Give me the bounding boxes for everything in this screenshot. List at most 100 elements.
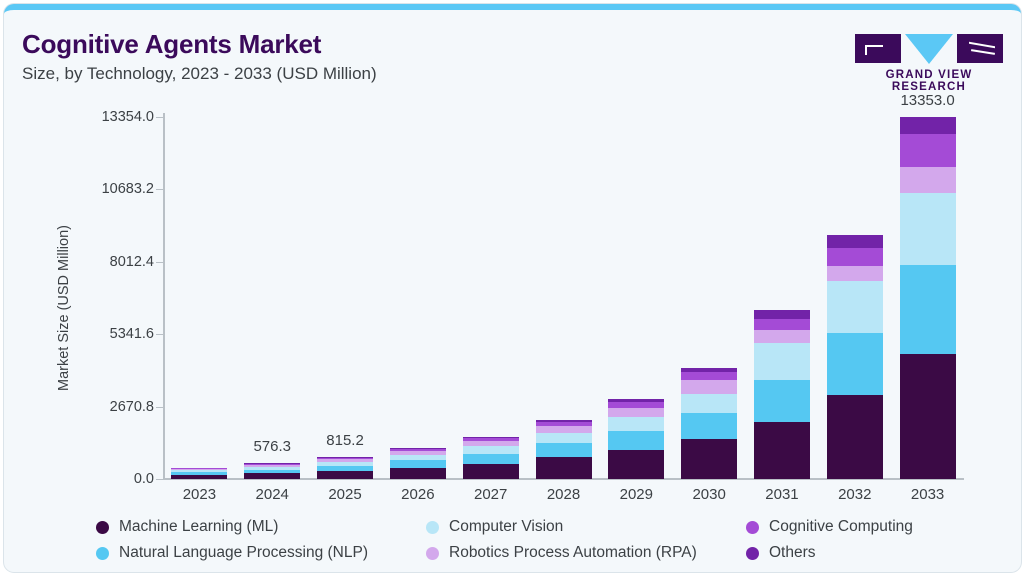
bar-segment[interactable] xyxy=(317,459,374,463)
bar-segment[interactable] xyxy=(535,443,592,458)
bar-segment[interactable] xyxy=(899,133,956,168)
bar-segment[interactable] xyxy=(681,438,738,479)
bar-segment[interactable] xyxy=(244,473,301,479)
bar-segment[interactable] xyxy=(389,467,446,479)
bar-segment[interactable] xyxy=(535,457,592,479)
bar-segment[interactable] xyxy=(244,463,301,465)
bar-stack-2025[interactable] xyxy=(317,456,374,479)
bar-stack-2030[interactable] xyxy=(681,368,738,479)
bar-segment[interactable] xyxy=(462,453,519,464)
bar-segment[interactable] xyxy=(681,412,738,439)
bar-segment[interactable] xyxy=(244,469,301,474)
bar-segment[interactable] xyxy=(753,421,810,479)
bar-stack-2024[interactable] xyxy=(244,463,301,479)
bar-stack-2023[interactable] xyxy=(171,467,228,479)
bar-segment[interactable] xyxy=(171,468,228,470)
y-tick-mark xyxy=(156,406,163,408)
y-axis-title: Market Size (USD Million) xyxy=(56,225,72,391)
y-tick-mark xyxy=(156,334,163,336)
legend-item-machine-learning-ml[interactable]: Machine Learning (ML) xyxy=(96,518,426,536)
bar-segment[interactable] xyxy=(244,465,301,468)
bar-segment[interactable] xyxy=(244,467,301,470)
bar-segment[interactable] xyxy=(535,421,592,427)
bar-segment[interactable] xyxy=(899,117,956,134)
bar-segment[interactable] xyxy=(389,448,446,451)
legend-item-computer-vision[interactable]: Computer Vision xyxy=(426,518,746,536)
x-tick-label: 2028 xyxy=(546,486,581,503)
bar-stack-2033[interactable] xyxy=(899,117,956,479)
legend-swatch-icon xyxy=(746,520,759,534)
y-tick-label: 13354.0 xyxy=(101,109,154,125)
bar-segment[interactable] xyxy=(317,457,374,460)
bar-segment[interactable] xyxy=(826,235,883,249)
bar-segment[interactable] xyxy=(899,354,956,479)
bar-segment[interactable] xyxy=(681,380,738,394)
bar-segment[interactable] xyxy=(753,379,810,422)
bar-segment[interactable] xyxy=(535,426,592,434)
bar-segment[interactable] xyxy=(753,329,810,343)
bar-segment[interactable] xyxy=(608,449,665,479)
bar-segment[interactable] xyxy=(608,417,665,431)
page-title: Cognitive Agents Market xyxy=(22,29,322,59)
x-tick-label: 2027 xyxy=(473,486,508,503)
bar-segment[interactable] xyxy=(826,333,883,396)
bar-segment[interactable] xyxy=(608,407,665,418)
legend-label: Robotics Process Automation (RPA) xyxy=(449,544,697,561)
bar-segment[interactable] xyxy=(826,395,883,479)
legend-row: Machine Learning (ML) Computer Vision Cogn… xyxy=(96,518,976,536)
bar-segment[interactable] xyxy=(899,264,956,355)
bar-segment[interactable] xyxy=(462,463,519,479)
bar-stack-2027[interactable] xyxy=(462,436,519,479)
bar-segment[interactable] xyxy=(535,419,592,422)
bar-segment[interactable] xyxy=(681,372,738,381)
x-axis-line xyxy=(163,478,964,480)
legend-item-robotics-process-automation-rpa[interactable]: Robotics Process Automation (RPA) xyxy=(426,544,746,562)
bar-segment[interactable] xyxy=(462,436,519,439)
bar-segment[interactable] xyxy=(462,438,519,442)
bar-segment[interactable] xyxy=(389,447,446,449)
x-tick-label: 2025 xyxy=(328,486,362,503)
bar-segment[interactable] xyxy=(826,281,883,334)
bar-segment[interactable] xyxy=(317,456,374,458)
bar-segment[interactable] xyxy=(389,451,446,455)
x-tick-label: 2033 xyxy=(910,486,945,503)
bar-segment[interactable] xyxy=(608,401,665,408)
bar-segment[interactable] xyxy=(753,318,810,330)
x-tick-label: 2031 xyxy=(765,486,799,503)
bar-segment[interactable] xyxy=(317,465,374,471)
bar-segment[interactable] xyxy=(535,433,592,444)
bar-segment[interactable] xyxy=(317,470,374,479)
bar-segment[interactable] xyxy=(244,464,301,466)
bar-segment[interactable] xyxy=(753,310,810,319)
bar-segment[interactable] xyxy=(462,441,519,447)
bar-stack-2032[interactable] xyxy=(826,235,883,479)
legend-swatch-icon xyxy=(426,546,439,560)
bar-segment[interactable] xyxy=(171,470,228,473)
logo-triangle-icon xyxy=(905,34,953,64)
bar-segment[interactable] xyxy=(826,248,883,267)
y-tick-mark xyxy=(156,117,163,118)
bar-segment[interactable] xyxy=(462,446,519,454)
legend-item-cognitive-computing[interactable]: Cognitive Computing xyxy=(746,518,976,536)
bar-stack-2026[interactable] xyxy=(389,447,446,479)
bar-segment[interactable] xyxy=(171,472,228,475)
bar-segment[interactable] xyxy=(899,167,956,194)
bar-stack-2029[interactable] xyxy=(608,398,665,479)
bar-segment[interactable] xyxy=(899,193,956,265)
bar-segment[interactable] xyxy=(317,462,374,466)
legend-item-natural-language-processing-nlp[interactable]: Natural Language Processing (NLP) xyxy=(96,544,426,562)
bar-segment[interactable] xyxy=(171,474,228,479)
bar-segment[interactable] xyxy=(389,454,446,461)
bar-segment[interactable] xyxy=(826,266,883,282)
bar-segment[interactable] xyxy=(608,398,665,402)
bar-segment[interactable] xyxy=(753,342,810,380)
x-tick-label: 2026 xyxy=(401,486,435,503)
bar-stack-2031[interactable] xyxy=(753,310,810,479)
bar-segment[interactable] xyxy=(608,430,665,450)
bar-segment[interactable] xyxy=(681,393,738,413)
legend-item-others[interactable]: Others xyxy=(746,544,976,562)
bar-segment[interactable] xyxy=(171,469,228,471)
bar-stack-2028[interactable] xyxy=(535,419,592,479)
bar-segment[interactable] xyxy=(389,460,446,468)
bar-segment[interactable] xyxy=(681,368,738,373)
